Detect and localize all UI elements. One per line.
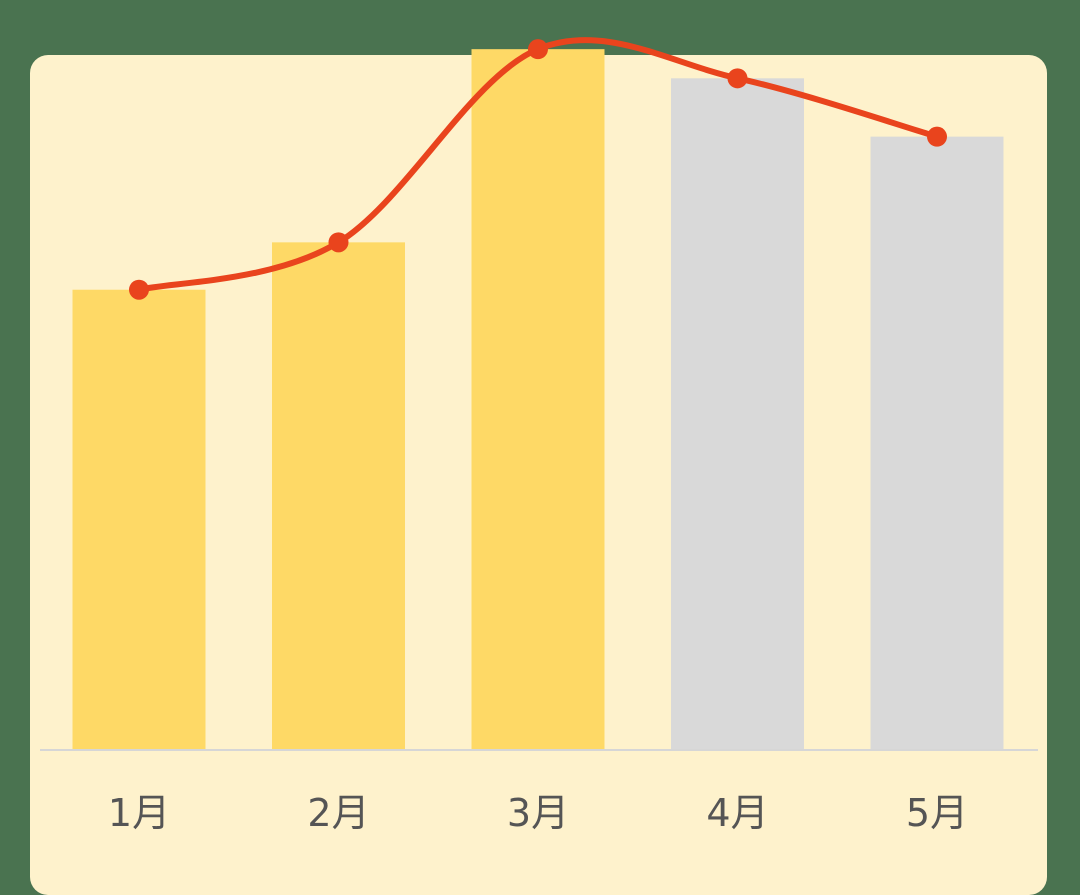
bar-3	[471, 49, 605, 750]
trend-point-group	[129, 39, 947, 300]
x-tick-label-1: 1月	[108, 791, 170, 835]
bar-4	[671, 78, 804, 749]
trend-point-5	[927, 126, 947, 147]
trend-point-4	[727, 68, 748, 89]
trend-point-2	[328, 232, 349, 253]
bar-2	[272, 242, 405, 749]
x-tick-label-4: 4月	[706, 791, 768, 835]
trend-point-3	[528, 39, 548, 60]
x-tick-label-2: 2月	[307, 791, 369, 835]
bar-5	[870, 136, 1004, 749]
bar-1	[72, 289, 206, 749]
trend-point-1	[129, 279, 149, 300]
x-tick-label-group: 1月 2月 3月 4月 5月	[108, 791, 968, 835]
bar-group	[72, 49, 1004, 750]
x-tick-label-5: 5月	[906, 791, 968, 835]
x-tick-label-3: 3月	[507, 791, 569, 835]
